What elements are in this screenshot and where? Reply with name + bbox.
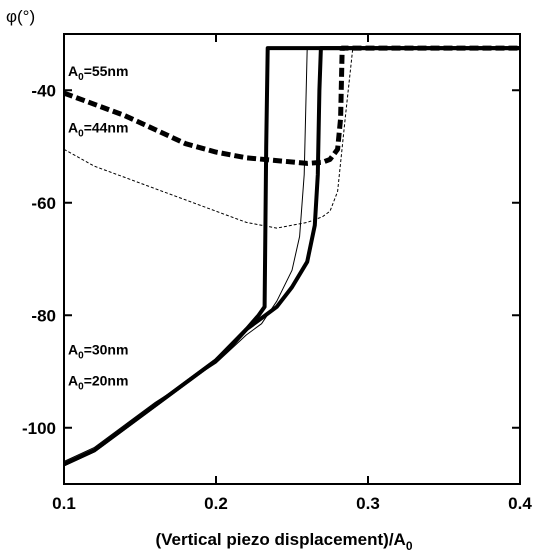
- x-tick-label: 0.3: [356, 494, 380, 513]
- x-tick-label: 0.4: [508, 494, 532, 513]
- annotation-subscript: 0: [78, 72, 84, 83]
- plot-area: [63, 33, 521, 485]
- x-tick-label: 0.1: [52, 494, 76, 513]
- x-axis-label: (Vertical piezo displacement)/A0: [155, 530, 412, 553]
- annotation-prefix: A: [68, 342, 78, 358]
- ticks-layer: 0.1 0.2 0.3 0.4 -40 -60 -80 -100: [22, 34, 532, 513]
- annotation-subscript: 0: [78, 128, 84, 139]
- annotation-prefix: A: [68, 63, 78, 79]
- series-line-4: [63, 46, 520, 467]
- x-axis-label-sub: 0: [406, 539, 413, 553]
- annotation-prefix: A: [68, 119, 78, 135]
- y-tick-label: -100: [22, 419, 56, 438]
- curve-annotation: A0=30nm: [68, 342, 128, 362]
- series-line-2: [63, 47, 520, 229]
- curve-annotation: A0=20nm: [68, 373, 128, 393]
- plot-frame: [63, 33, 521, 485]
- x-axis-label-main: (Vertical piezo displacement)/A: [155, 530, 405, 549]
- annotation-suffix: =30nm: [84, 342, 129, 358]
- y-tick-label: -60: [31, 194, 56, 213]
- curve-annotation: A0=44nm: [68, 119, 128, 139]
- y-axis-label: φ(°): [6, 7, 35, 26]
- series-line-5: [63, 46, 520, 467]
- x-tick-label: 0.2: [204, 494, 228, 513]
- annotation-prefix: A: [68, 373, 78, 389]
- series-line-3: [63, 47, 520, 462]
- y-tick-label: -80: [31, 306, 56, 325]
- annotation-suffix: =44nm: [84, 119, 129, 135]
- annotation-subscript: 0: [78, 382, 84, 393]
- series-line-1: [63, 45, 520, 166]
- y-tick-label: -40: [31, 81, 56, 100]
- series-layer: [63, 45, 520, 467]
- annotation-suffix: =20nm: [84, 373, 129, 389]
- curve-annotation: A0=55nm: [68, 63, 128, 83]
- annotation-suffix: =55nm: [84, 63, 129, 79]
- annotation-subscript: 0: [78, 351, 84, 362]
